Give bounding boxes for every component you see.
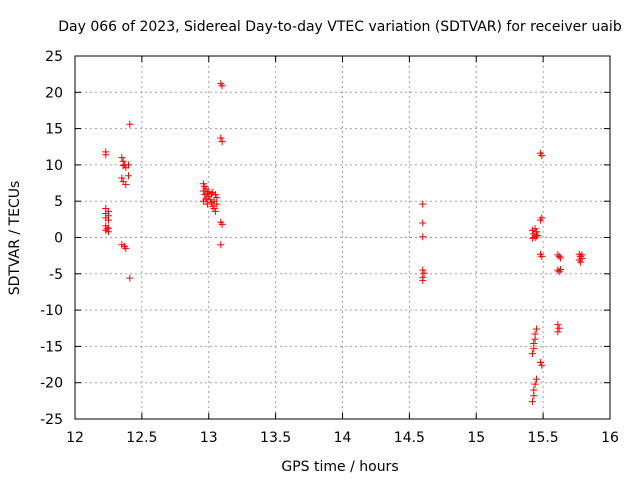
data-point [213,194,221,202]
data-point [210,204,218,212]
y-tick-label: -25 [40,412,63,428]
data-point [532,232,540,240]
data-point [531,330,539,338]
data-point [555,324,563,332]
data-point [530,339,538,347]
data-point [203,200,211,208]
data-point [554,328,562,336]
x-tick-labels: 12 12.5 13 13.5 14 14.5 15 15.5 16 [66,430,619,446]
data-point [577,258,585,266]
data-point [218,138,226,146]
data-point [532,325,540,333]
data-point [419,266,427,274]
x-tick-label: 15 [467,430,485,446]
data-point [201,191,209,199]
data-point [578,251,586,259]
x-tick-label: 13 [200,430,218,446]
data-point [125,161,132,169]
chart-title: Day 066 of 2023, Sidereal Day-to-day VTE… [58,19,622,35]
data-point [419,233,427,241]
data-point [213,200,221,208]
data-point [528,398,536,406]
data-point [530,386,538,394]
data-point [122,181,130,189]
y-tick-label: 15 [45,122,63,138]
x-tick-label: 15.5 [528,430,559,446]
data-point [419,219,427,227]
y-tick-labels: -25 -20 -15 -10 -5 0 5 10 15 20 25 [40,49,63,428]
data-point [419,200,427,208]
data-point [538,151,546,159]
x-tick-label: 14 [334,430,352,446]
y-tick-label: -5 [49,267,63,283]
data-point [207,190,215,198]
data-point [218,220,226,228]
data-point [538,252,546,260]
data-point [420,269,428,277]
data-point [199,180,207,188]
y-tick-label: 0 [54,231,63,247]
data-point [104,228,112,236]
y-tick-label: -20 [40,376,63,392]
data-point [118,174,126,182]
y-tick-label: -10 [40,303,63,319]
y-tick-label: -15 [40,339,63,355]
data-point [211,207,219,215]
data-point [557,254,565,262]
data-point [531,225,539,233]
x-axis-label: GPS time / hours [281,459,398,475]
data-point [103,225,111,233]
data-point [102,151,110,159]
data-point [126,274,134,282]
data-point [217,134,225,142]
x-tick-label: 16 [601,430,619,446]
data-point [531,380,539,388]
y-axis-label: SDTVAR / TECUs [7,181,23,296]
y-tick-label: 5 [54,194,63,210]
data-point [199,187,207,195]
data-point [202,196,210,204]
data-point [532,375,540,383]
data-point [536,358,544,366]
x-tick-label: 12 [66,430,84,446]
data-points [102,80,586,406]
data-point [217,241,225,249]
data-point [554,321,562,329]
data-point [125,172,132,180]
grid-layer [75,56,610,419]
x-tick-label: 14.5 [394,430,425,446]
data-point [122,244,130,252]
data-point [419,276,427,284]
data-point [534,231,542,239]
data-point [126,120,134,128]
x-tick-label: 12.5 [126,430,157,446]
data-point [119,162,127,170]
data-point [538,214,546,222]
plot-frame [74,55,611,420]
y-tick-label: 20 [45,85,63,101]
data-point [211,191,219,199]
data-point [118,154,126,162]
data-point [557,265,565,273]
y-tick-label: 10 [45,158,63,174]
data-point [104,216,112,224]
data-point [528,350,536,358]
x-tick-label: 13.5 [260,430,291,446]
data-point [538,361,546,369]
y-tick-label: 25 [45,49,63,65]
data-point [555,252,563,260]
data-point [218,82,226,90]
